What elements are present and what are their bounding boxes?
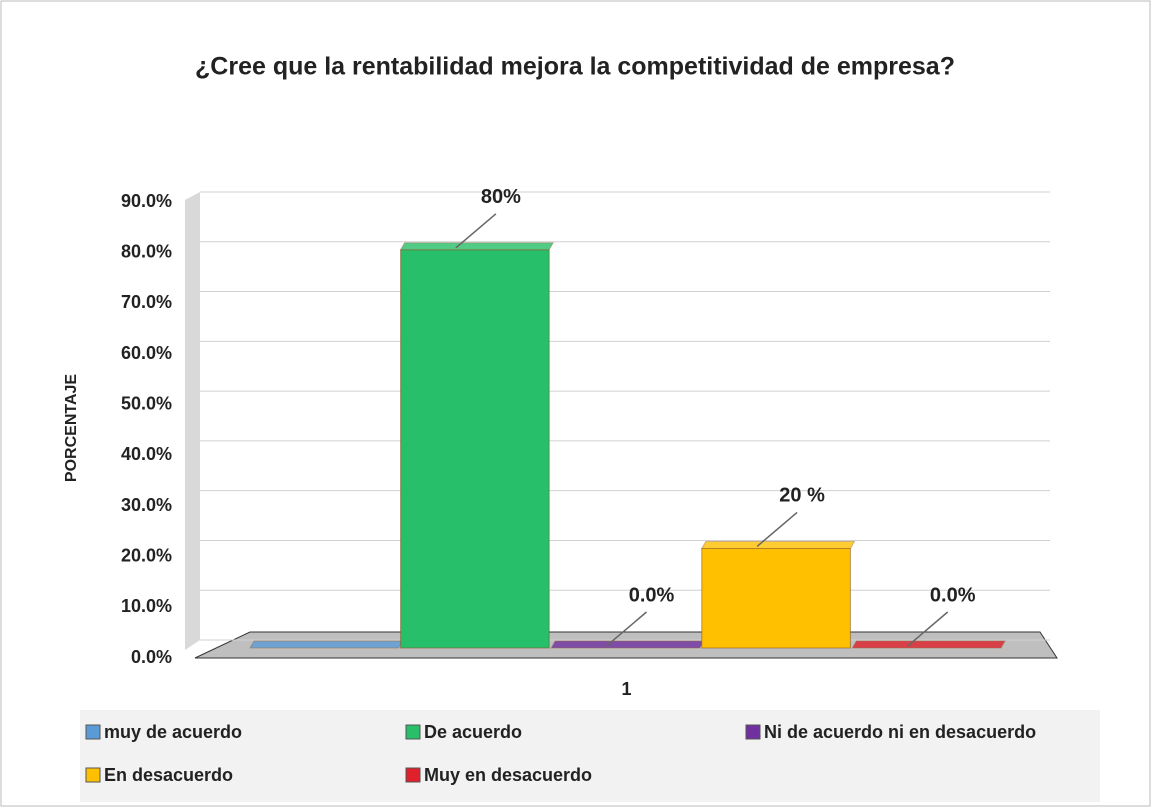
leader-line [756, 511, 798, 548]
bar [400, 249, 550, 649]
bar-top [700, 540, 856, 549]
legend-swatch [405, 767, 421, 783]
chart-title: ¿Cree que la rentabilidad mejora la comp… [195, 53, 955, 81]
data-label: 0.0% [930, 584, 976, 606]
y-tick-label: 20.0% [121, 545, 172, 565]
bar-top [550, 640, 705, 649]
y-tick-label: 30.0% [121, 495, 172, 515]
y-tick-label: 0.0% [131, 647, 172, 667]
bar [701, 547, 851, 649]
y-tick-label: 60.0% [121, 343, 172, 363]
legend-label: Ni de acuerdo ni en desacuerdo [764, 722, 1036, 742]
bar-top [851, 640, 1006, 649]
side-wall [185, 192, 200, 650]
bar-top [399, 242, 555, 251]
legend-swatch [405, 724, 421, 740]
legend-label: Muy en desacuerdo [424, 765, 592, 785]
legend-box [80, 710, 1100, 802]
legend-label: De acuerdo [424, 722, 522, 742]
y-tick-label: 40.0% [121, 444, 172, 464]
leader-line [907, 611, 949, 647]
data-label: 80% [481, 186, 521, 208]
y-tick-label: 50.0% [121, 393, 172, 413]
leader-line [606, 611, 647, 647]
legend-swatch [85, 724, 101, 740]
legend-label: En desacuerdo [104, 765, 233, 785]
y-tick-label: 70.0% [121, 292, 172, 312]
legend-swatch [85, 767, 101, 783]
data-label: 20 % [779, 485, 825, 507]
y-axis-label: PORCENTAJE [63, 374, 80, 482]
legend-swatch [745, 724, 761, 740]
y-tick-label: 10.0% [121, 596, 172, 616]
data-label: 0.0% [629, 584, 675, 606]
leader-line [455, 213, 497, 249]
x-tick-label: 1 [621, 679, 631, 699]
y-tick-label: 80.0% [121, 241, 172, 261]
bar-top [249, 640, 404, 649]
y-tick-label: 90.0% [121, 191, 172, 211]
legend-label: muy de acuerdo [104, 722, 242, 742]
